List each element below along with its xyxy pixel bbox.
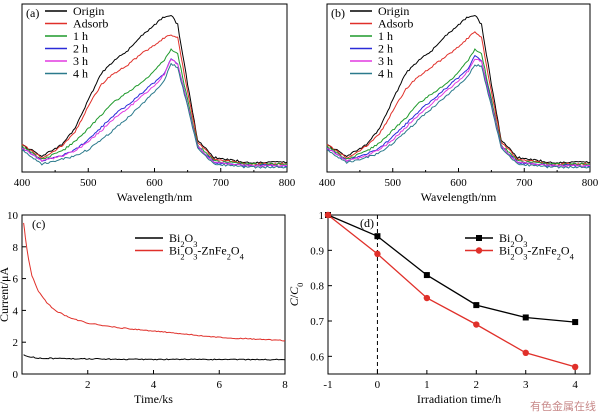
legend-label: Bi2O3-ZnFe2O4 xyxy=(169,244,245,262)
series-line-2 xyxy=(326,48,591,166)
series-line-0 xyxy=(327,214,576,323)
legend-label: 2 h xyxy=(73,42,88,56)
legend-label: 1 h xyxy=(73,29,88,43)
x-tick-label: 1 xyxy=(424,379,430,391)
plot-frame xyxy=(327,214,591,375)
series-line-0 xyxy=(21,14,288,164)
legend-label: Bi2O3 xyxy=(499,231,527,249)
legend-label: 4 h xyxy=(73,67,88,81)
panel-label: (c) xyxy=(32,217,45,231)
data-point xyxy=(374,233,381,240)
x-tick-label: 700 xyxy=(213,177,230,189)
y-tick-label: 2 xyxy=(13,337,19,349)
legend-marker xyxy=(475,247,483,254)
x-tick-label: 500 xyxy=(385,177,402,189)
y-tick-label: 0.6 xyxy=(310,351,324,363)
plot-frame xyxy=(21,214,286,375)
panel-b: 400 500 600 700 800 Wavelength/nm OriginAdsorb… xyxy=(319,3,599,204)
data-point xyxy=(522,349,529,356)
x-axis-label: Time/ks xyxy=(134,392,173,406)
series-line-4 xyxy=(21,58,288,168)
x-tick-label: 500 xyxy=(80,177,97,189)
data-point xyxy=(572,319,579,326)
y-tick-label: 6 xyxy=(13,274,19,286)
panel-label: (b) xyxy=(331,6,345,20)
series-line-0 xyxy=(326,14,591,164)
x-tick-label: 800 xyxy=(279,177,296,189)
series-line-1 xyxy=(23,222,286,342)
panel-c: 2 4 6 8 0 2 4 6 8 10 Time/ks Current/μA Bi2O3Bi2O3-Z… xyxy=(0,210,288,406)
legend-label: 1 h xyxy=(378,29,393,43)
data-point xyxy=(374,250,381,258)
y-tick-label: 0.9 xyxy=(310,245,324,257)
x-tick-label: 600 xyxy=(146,177,163,189)
x-tick-label: 2 xyxy=(85,379,91,391)
legend-label: Origin xyxy=(378,4,409,18)
legend-label: Bi2O3 xyxy=(169,231,197,249)
series-line-3 xyxy=(326,54,591,168)
x-tick-label: 4 xyxy=(151,379,157,391)
series-line-4 xyxy=(326,58,591,168)
x-axis-label: Irradiation time/h xyxy=(417,392,501,406)
x-tick-label: 6 xyxy=(217,379,223,391)
series-line-5 xyxy=(326,64,590,169)
legend-label: 3 h xyxy=(73,54,88,68)
watermark: 有色金属在线 xyxy=(530,399,596,413)
panel-label: (d) xyxy=(360,216,374,230)
y-tick-label: 1 xyxy=(319,210,325,222)
series-line-3 xyxy=(21,58,288,168)
x-tick-label: 800 xyxy=(582,177,599,189)
legend-label: Origin xyxy=(73,4,104,18)
legend-label: 4 h xyxy=(378,67,393,81)
series-line-5 xyxy=(21,62,287,169)
y-axis-label: C/C0 xyxy=(287,283,305,307)
x-axis-label: Wavelength/nm xyxy=(421,190,497,204)
series-line-0 xyxy=(23,354,286,361)
data-point xyxy=(473,302,480,309)
x-tick-label: 4 xyxy=(572,379,578,391)
data-point xyxy=(324,211,332,219)
legend-marker xyxy=(476,235,482,241)
data-point xyxy=(522,314,529,321)
panel-label: (a) xyxy=(26,6,39,20)
legend-label: 3 h xyxy=(378,54,393,68)
y-tick-label: 0.8 xyxy=(310,281,324,293)
data-point xyxy=(423,294,431,302)
legend-label: Bi2O3-ZnFe2O4 xyxy=(499,244,575,262)
x-tick-label: 400 xyxy=(319,177,336,189)
y-tick-label: 4 xyxy=(13,305,19,317)
y-tick-label: 10 xyxy=(7,210,19,222)
x-tick-label: 600 xyxy=(450,177,467,189)
x-tick-label: 400 xyxy=(14,177,31,189)
y-tick-label: 0.7 xyxy=(310,316,324,328)
x-tick-label: 8 xyxy=(282,379,288,391)
panel-a: 400 500 600 700 800 Wavelength/nm OriginAdsorb… xyxy=(14,3,296,204)
legend-label: Adsorb xyxy=(73,17,108,31)
legend-label: 2 h xyxy=(378,42,393,56)
x-tick-label: 700 xyxy=(516,177,533,189)
series-line-2 xyxy=(21,48,288,166)
x-axis-label: Wavelength/nm xyxy=(117,190,193,204)
x-tick-label: -1 xyxy=(323,379,332,391)
data-point xyxy=(423,272,430,279)
y-axis-label: Current/μA xyxy=(0,267,11,322)
x-tick-label: 0 xyxy=(375,379,381,391)
y-tick-label: 0 xyxy=(13,369,19,381)
x-tick-label: 2 xyxy=(474,379,480,391)
y-tick-label: 8 xyxy=(13,242,19,254)
data-point xyxy=(571,363,579,371)
x-tick-label: 3 xyxy=(523,379,529,391)
data-point xyxy=(473,321,480,328)
legend-label: Adsorb xyxy=(378,17,413,31)
series-line-1 xyxy=(327,214,576,368)
